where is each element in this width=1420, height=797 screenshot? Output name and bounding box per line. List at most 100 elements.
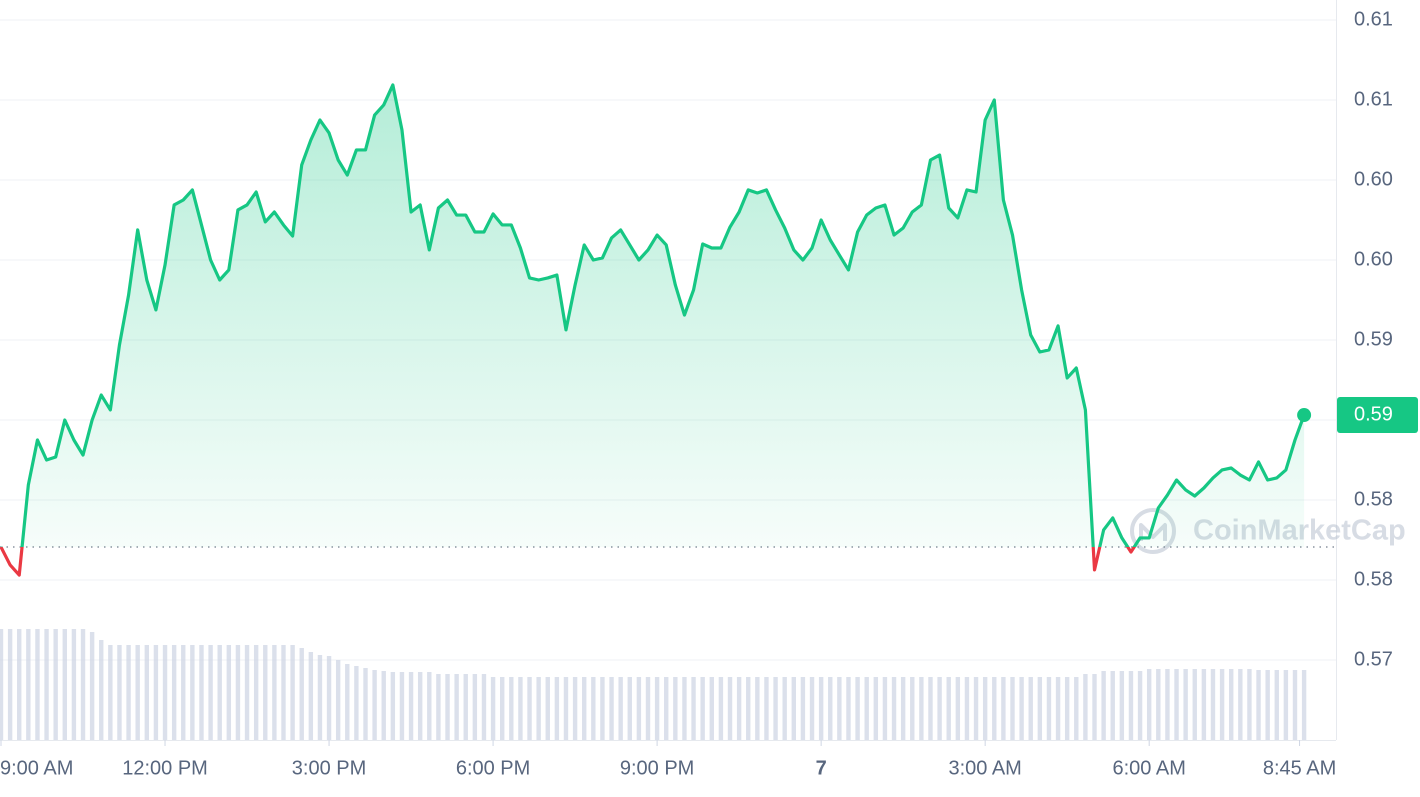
volume-bar bbox=[536, 677, 541, 740]
volume-bar bbox=[99, 640, 104, 740]
price-line bbox=[0, 83, 1306, 577]
volume-bar bbox=[746, 677, 751, 740]
volume-bar bbox=[992, 677, 997, 740]
volume-bar bbox=[445, 674, 450, 740]
volume-bar bbox=[691, 677, 696, 740]
volume-bar bbox=[272, 645, 277, 740]
volume-bar bbox=[1301, 670, 1307, 740]
volume-bar bbox=[627, 677, 632, 740]
volume-bar bbox=[645, 677, 651, 740]
volume-bar bbox=[1292, 670, 1298, 740]
volume-bar bbox=[600, 677, 605, 740]
volume-bar bbox=[1046, 677, 1052, 740]
volume-bar bbox=[563, 677, 569, 740]
volume-bar bbox=[117, 645, 122, 740]
volume-bar bbox=[582, 677, 587, 740]
volume-bar bbox=[208, 645, 213, 740]
volume-bar bbox=[1137, 671, 1143, 740]
y-tick-label: 0.61 bbox=[1354, 88, 1393, 110]
x-tick-label: 12:00 PM bbox=[122, 757, 208, 779]
volume-bar bbox=[281, 645, 286, 740]
volume-bar bbox=[700, 677, 705, 740]
volume-bar bbox=[682, 677, 687, 740]
volume-bar bbox=[809, 677, 815, 740]
volume-bar bbox=[846, 677, 851, 740]
volume-bar bbox=[636, 677, 642, 740]
price-tag-label: 0.59 bbox=[1354, 403, 1393, 425]
volume-bar bbox=[345, 664, 350, 740]
x-tick-label: 9:00 PM bbox=[620, 757, 694, 779]
volume-bar bbox=[1238, 669, 1243, 740]
volume-bar bbox=[1274, 670, 1279, 740]
volume-bar bbox=[855, 677, 860, 740]
volume-bar bbox=[1256, 670, 1261, 740]
volume-bar bbox=[463, 674, 468, 740]
volume-bar bbox=[928, 677, 933, 740]
volume-bar bbox=[481, 674, 487, 740]
volume-bar bbox=[190, 645, 195, 740]
volume-bar bbox=[89, 632, 95, 740]
volume-bar bbox=[545, 677, 550, 740]
volume-bar bbox=[253, 645, 259, 740]
x-tick-label: 3:00 AM bbox=[948, 757, 1021, 779]
volume-bar bbox=[664, 677, 669, 740]
volume-bar bbox=[736, 677, 742, 740]
volume-bar bbox=[181, 645, 186, 740]
volume-bar bbox=[709, 677, 714, 740]
volume-bar bbox=[673, 677, 678, 740]
volume-bar bbox=[217, 645, 222, 740]
volume-bar bbox=[1010, 677, 1015, 740]
volume-bar bbox=[518, 677, 523, 740]
volume-bar bbox=[1192, 669, 1197, 740]
price-area bbox=[22, 84, 1305, 548]
volume-bar bbox=[1101, 671, 1106, 740]
volume-bar bbox=[654, 677, 660, 740]
volume-bar bbox=[572, 677, 578, 740]
volume-bar bbox=[1210, 669, 1216, 740]
volume-bar bbox=[499, 677, 505, 740]
volume-bar bbox=[126, 645, 131, 740]
volume-bar bbox=[135, 645, 140, 740]
volume-bar bbox=[1128, 671, 1134, 740]
volume-bar bbox=[317, 655, 323, 740]
volume-bar bbox=[17, 629, 22, 740]
volume-bar bbox=[199, 645, 204, 740]
price-tag bbox=[1337, 397, 1418, 434]
volume-bar bbox=[910, 677, 915, 740]
volume-bar bbox=[372, 670, 377, 740]
volume-bar bbox=[919, 677, 924, 740]
volume-bar bbox=[335, 660, 341, 740]
volume-bar bbox=[408, 672, 414, 740]
volume-bar bbox=[1183, 669, 1188, 740]
volume-bar bbox=[53, 629, 58, 740]
volume-bar bbox=[591, 677, 596, 740]
volume-bar bbox=[226, 645, 232, 740]
volume-bar bbox=[791, 677, 796, 740]
x-tick-label: 3:00 PM bbox=[292, 757, 366, 779]
volume-bar bbox=[1064, 677, 1070, 740]
volume-bar bbox=[1119, 671, 1125, 740]
volume-bar bbox=[308, 652, 314, 740]
volume-bar bbox=[782, 677, 787, 740]
x-tick-label: 8:45 AM bbox=[1263, 757, 1336, 779]
volume-bar bbox=[1074, 677, 1079, 740]
volume-bar bbox=[80, 629, 86, 740]
volume-bar bbox=[1201, 669, 1207, 740]
volume-bar bbox=[755, 677, 760, 740]
volume-bar bbox=[35, 629, 40, 740]
volume-bar bbox=[718, 677, 724, 740]
volume-bar bbox=[1001, 677, 1006, 740]
volume-bar bbox=[1055, 677, 1061, 740]
volume-bar bbox=[1265, 670, 1270, 740]
volume-bar bbox=[764, 677, 769, 740]
y-tick-label: 0.60 bbox=[1354, 168, 1393, 190]
volume-bar bbox=[1083, 674, 1088, 740]
volume-bar bbox=[354, 666, 359, 740]
volume-bar bbox=[427, 672, 432, 740]
volume-bar bbox=[1165, 669, 1170, 740]
volume-bar bbox=[828, 677, 833, 740]
volume-bar bbox=[1028, 677, 1033, 740]
volume-bar bbox=[982, 677, 988, 740]
